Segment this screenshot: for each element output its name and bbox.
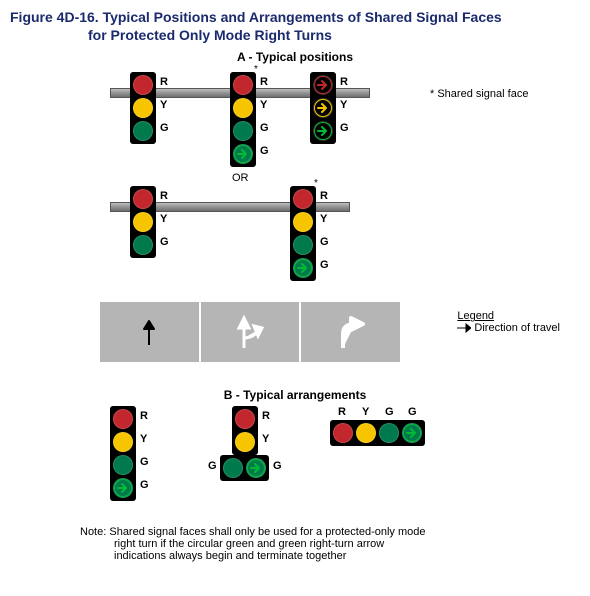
- arrow-up-icon: [140, 315, 158, 349]
- lens-label: G: [385, 406, 394, 418]
- note-line-3: indications always begin and terminate t…: [80, 550, 510, 562]
- signal-face: [130, 72, 156, 144]
- lens-label: Y: [140, 433, 147, 445]
- lens-yellow: [133, 212, 153, 232]
- lens-green: [113, 455, 133, 475]
- signal-face-t-top: [232, 406, 258, 455]
- lens-label: R: [260, 76, 268, 88]
- lens-yellow: [356, 423, 376, 443]
- lens-label: G: [320, 236, 329, 248]
- lens-label: Y: [362, 406, 369, 418]
- lens-label: R: [262, 410, 270, 422]
- lens-label: R: [338, 406, 346, 418]
- legend-direction: Direction of travel: [457, 322, 560, 334]
- section-b-row: R Y G G R Y G G R Y G G: [10, 406, 570, 516]
- lens-label: Y: [340, 99, 347, 111]
- lens-label: Y: [260, 99, 267, 111]
- lens-red: [233, 75, 253, 95]
- lens-label: G: [340, 122, 349, 134]
- lens-yellow: [233, 98, 253, 118]
- section-a-row1: * Shared signal face R Y G * R Y G G R Y…: [10, 68, 570, 186]
- note-line-2: right turn if the circular green and gre…: [80, 538, 510, 550]
- lens-yellow: [235, 432, 255, 452]
- lens-green-arrow: [246, 458, 266, 478]
- lens-label: R: [160, 190, 168, 202]
- lens-green: [133, 121, 153, 141]
- lens-label: G: [160, 122, 169, 134]
- lens-yellow: [293, 212, 313, 232]
- lens-label: G: [160, 236, 169, 248]
- lens-label: G: [320, 259, 329, 271]
- note-line-1: Shared signal faces shall only be used f…: [109, 526, 425, 538]
- legend-title: Legend: [457, 310, 560, 322]
- lens-red-arrow: [313, 75, 333, 95]
- arrow-up-right-icon: [230, 312, 270, 352]
- lens-label: R: [160, 76, 168, 88]
- lens-label: Y: [320, 213, 327, 225]
- figure-title: Figure 4D-16. Typical Positions and Arra…: [10, 8, 580, 44]
- lens-green: [293, 235, 313, 255]
- lens-yellow: [133, 98, 153, 118]
- lens-green-arrow: [293, 258, 313, 278]
- lens-label: G: [140, 456, 149, 468]
- lens-green: [133, 235, 153, 255]
- signal-face-t-bottom: [220, 455, 269, 481]
- signal-face-shared: [230, 72, 256, 167]
- lens-green: [379, 423, 399, 443]
- lens-green-arrow: [233, 144, 253, 164]
- title-line-1: Figure 4D-16. Typical Positions and Arra…: [10, 9, 502, 25]
- lens-red: [235, 409, 255, 429]
- arrow-right-icon: [331, 312, 371, 352]
- lane-straight-right: [201, 302, 302, 362]
- shared-face-note: * Shared signal face: [430, 88, 528, 100]
- section-a-row2: R Y G * R Y G G: [10, 186, 570, 292]
- lens-green: [233, 121, 253, 141]
- lens-green-arrow: [113, 478, 133, 498]
- title-line-2: for Protected Only Mode Right Turns: [10, 26, 580, 44]
- lens-label: G: [208, 460, 217, 472]
- lens-label: Y: [262, 433, 269, 445]
- arrow-right-small-icon: [457, 323, 471, 333]
- lane-diagram: Legend Direction of travel: [10, 302, 570, 382]
- signal-face-vertical: [110, 406, 136, 501]
- section-b-header: B - Typical arrangements: [10, 388, 580, 402]
- lens-label: G: [260, 122, 269, 134]
- lens-label: R: [140, 410, 148, 422]
- lane-right: [301, 302, 400, 362]
- lens-label: G: [273, 460, 282, 472]
- signal-face-arrows: [310, 72, 336, 144]
- lens-label: G: [140, 479, 149, 491]
- lens-green: [223, 458, 243, 478]
- lens-label: Y: [160, 213, 167, 225]
- lens-label: G: [408, 406, 417, 418]
- lens-label: G: [260, 145, 269, 157]
- section-a-header: A - Typical positions: [10, 50, 580, 64]
- lens-red: [133, 75, 153, 95]
- lens-green-arrow: [313, 121, 333, 141]
- lens-red: [333, 423, 353, 443]
- lens-red: [133, 189, 153, 209]
- lens-yellow: [113, 432, 133, 452]
- lens-label: R: [340, 76, 348, 88]
- lens-label: Y: [160, 99, 167, 111]
- lens-label: R: [320, 190, 328, 202]
- note-lead: Note:: [80, 526, 106, 538]
- lens-green-arrow: [402, 423, 422, 443]
- lens-yellow-arrow: [313, 98, 333, 118]
- figure-note: Note: Shared signal faces shall only be …: [80, 526, 510, 562]
- or-label: OR: [232, 172, 249, 184]
- lens-red: [293, 189, 313, 209]
- signal-face-horizontal: [330, 420, 425, 446]
- lens-red: [113, 409, 133, 429]
- lane-straight: [100, 302, 201, 362]
- signal-face: [130, 186, 156, 258]
- legend: Legend Direction of travel: [457, 310, 560, 334]
- signal-face-shared: [290, 186, 316, 281]
